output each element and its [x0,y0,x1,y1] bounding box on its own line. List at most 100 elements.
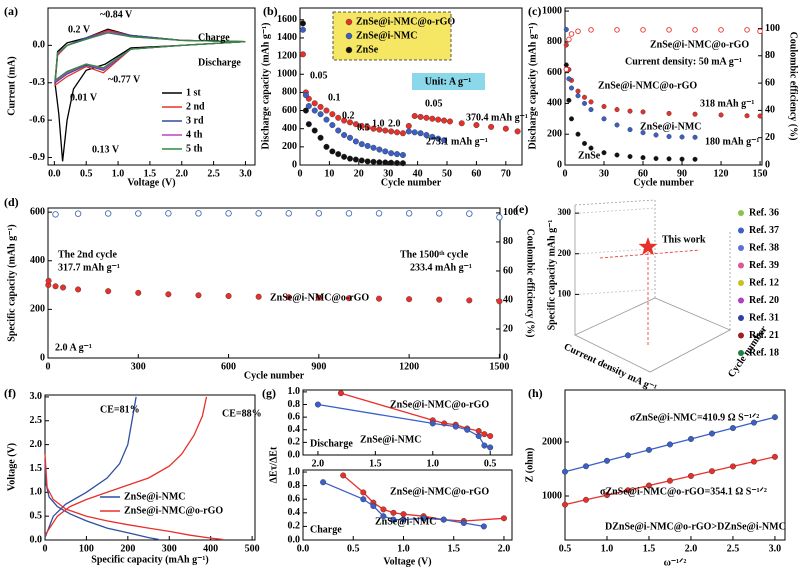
point [466,210,473,217]
y-tick-label: 400 [30,255,45,266]
point [382,148,389,155]
point [335,127,342,134]
point [394,151,401,158]
point [105,288,112,295]
x-tick-label: 150 [753,168,768,179]
x-tick-label: 1.5 [369,458,382,469]
x-tick-label: 60 [638,168,648,179]
z-tick-label: 200 [558,248,572,258]
point [380,513,387,520]
point [687,435,694,442]
x-tick-label: 900 [311,361,326,372]
legend-label: 2 nd [186,101,205,112]
point [195,292,202,299]
y-tick-label: 2.5 [30,415,43,426]
x-tick-label: 0.0 [297,543,310,554]
point [406,296,413,303]
y-tick-label: 800 [282,87,297,98]
y-tick-label: 0.6 [288,494,301,505]
panel-label: (h) [528,386,543,400]
panel-label: (d) [4,195,19,209]
point [582,140,588,146]
point [225,293,232,300]
annotation: 180 mAh g⁻¹ [705,136,759,147]
point [358,122,365,129]
point [435,210,443,217]
x-tick-label: 0 [46,361,51,372]
point [45,277,52,284]
panel-label: (f) [4,386,16,400]
point [435,135,442,142]
legend-label: 1 st [186,87,201,98]
point [346,119,353,126]
point [302,107,309,114]
legend-marker [738,227,744,234]
point [225,210,232,217]
point [346,134,353,141]
point [52,283,59,290]
point [390,509,397,516]
x-tick-label: 100 [79,543,94,554]
legend-marker [345,46,353,54]
x-tick-label: 1.0 [112,168,125,179]
point [627,127,633,133]
annotation: 0.13 V [92,144,120,155]
point [317,134,324,141]
x-tick-label: 200 [120,543,135,554]
x-tick-label: 30 [383,168,393,179]
point [376,295,383,302]
y-tick-label: -0.3 [29,77,45,88]
point [323,143,330,150]
legend-label: Ref. 20 [749,295,779,306]
point [603,492,610,499]
point [562,501,569,508]
legend-marker [738,245,744,251]
plot-frame [47,7,256,166]
point [411,129,418,136]
point [666,477,673,484]
y-tick-label: 600 [30,206,45,217]
point [305,103,312,110]
point [299,26,306,33]
x-tick-label: 2.0 [176,168,189,179]
series-line [322,481,485,528]
point [624,452,631,459]
point [487,444,494,451]
point [588,145,594,151]
plot-frame [564,7,763,166]
annotation: Charge [198,32,230,43]
point [311,100,318,107]
y2-tick-label: 0 [503,352,508,363]
point [400,516,407,523]
point [452,423,459,430]
x-axis-label: Voltage (V) [383,556,431,567]
y2-tick-label: 0 [765,159,770,170]
point [441,117,448,124]
point [394,160,401,167]
point [441,137,448,144]
point [481,431,488,438]
x-tick-label: 10 [324,168,334,179]
y-tick-label: 1.0 [288,386,301,397]
point [429,133,436,140]
x-tick-label: 50 [442,168,452,179]
annotation: ~0.84 V [100,9,133,20]
point [582,100,588,106]
x-axis-label: Voltage (V) [127,177,175,188]
point [360,489,367,496]
y-tick-label: 2000 [542,436,562,447]
point [653,132,659,138]
annotation: The 2nd cycle [58,249,117,260]
y-axis-label: Current (mA) [6,56,17,116]
annotation: 273.1 mAh g⁻¹ [426,136,488,147]
plot-frame [564,389,786,541]
y2-tick-label: 80 [503,236,513,247]
point [563,42,569,48]
guide [599,249,701,259]
y-tick-label: 1000 [277,69,297,80]
y-tick-label: 200 [30,304,45,315]
point [417,113,424,120]
point [337,390,344,397]
point [360,496,367,503]
x-tick-label: 1.0 [427,458,440,469]
